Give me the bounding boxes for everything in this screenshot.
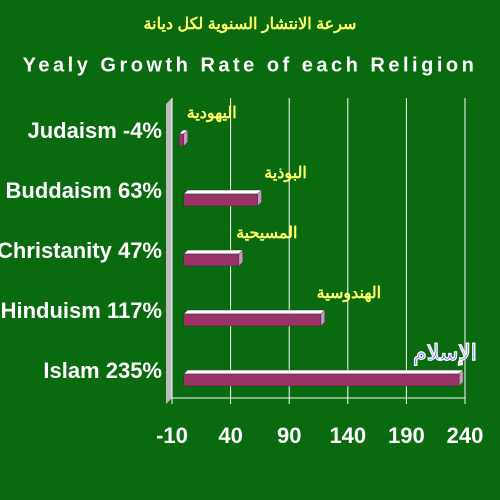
chart-subtitle: سرعة الانتشار السنوية لكل ديانة bbox=[144, 16, 357, 34]
chart-title: Yealy Growth Rate of each Religion bbox=[23, 54, 478, 76]
bar-annotation: الإسلام bbox=[413, 340, 477, 367]
y-tick-label: Judaism -4% bbox=[28, 118, 163, 143]
bar bbox=[183, 309, 326, 327]
bar-face bbox=[183, 249, 244, 255]
bar-annotation: الهندوسية bbox=[317, 285, 381, 303]
bar-face bbox=[178, 133, 184, 147]
bar-face bbox=[183, 373, 460, 387]
x-tick-label: 90 bbox=[277, 423, 301, 448]
bar-annotation: اليهودية bbox=[187, 105, 237, 123]
x-tick-label: -10 bbox=[156, 423, 188, 448]
bar bbox=[183, 249, 244, 267]
bar-face bbox=[183, 253, 240, 267]
x-tick-label: 40 bbox=[218, 423, 242, 448]
y-tick-label: Buddaism 63% bbox=[6, 178, 163, 203]
y-tick-label: Islam 235% bbox=[43, 358, 162, 383]
x-tick-label: 240 bbox=[447, 423, 484, 448]
bar-face bbox=[183, 369, 464, 375]
axis-wall bbox=[166, 98, 172, 404]
x-tick-label: 190 bbox=[388, 423, 425, 448]
y-tick-label: Christanity 47% bbox=[0, 238, 162, 263]
bar-annotation: البوذية bbox=[264, 165, 307, 183]
x-tick-label: 140 bbox=[329, 423, 366, 448]
bar-annotation: المسيحية bbox=[236, 225, 297, 242]
bar-face bbox=[183, 309, 326, 315]
bar bbox=[183, 189, 263, 207]
y-tick-label: Hinduism 117% bbox=[1, 298, 162, 323]
bar-face bbox=[183, 313, 322, 327]
bar bbox=[183, 369, 464, 387]
bar bbox=[178, 129, 189, 147]
bar-face bbox=[183, 193, 258, 207]
bar-face bbox=[183, 189, 263, 195]
